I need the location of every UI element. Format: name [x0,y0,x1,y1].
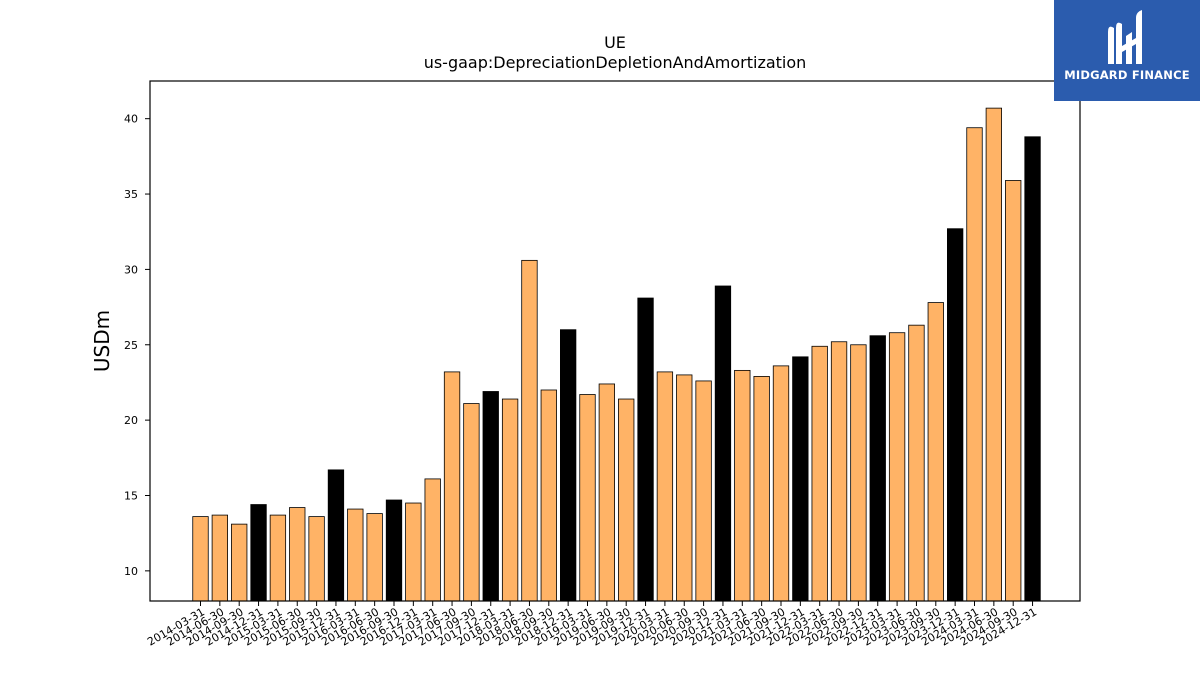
brand-logo: MIDGARD FINANCE [1054,0,1200,101]
bar-2022-06-30 [830,341,848,602]
bar-2014-09-30 [231,523,248,602]
y-axis-label: USDm [90,310,114,372]
bar-2023-06-30 [908,324,925,602]
bar-2024-03-31 [966,127,983,602]
bar-2016-03-31 [347,508,364,602]
y-tick-label: 15 [124,489,138,502]
bar-2017-03-31 [424,478,441,602]
bar-2023-03-31 [888,332,906,602]
chart-subtitle: us-gaap:DepreciationDepletionAndAmortiza… [424,53,807,72]
bar-2019-06-30 [598,383,615,602]
bar-2016-06-30 [366,513,383,602]
y-tick-label: 30 [124,263,138,276]
bar-2016-09-30 [385,499,403,602]
bar-2018-06-30 [521,259,538,602]
bar-2018-09-30 [540,389,557,602]
bar-2022-09-30 [850,344,867,602]
bar-2016-12-31 [405,502,422,602]
bar-2018-12-31 [560,329,577,602]
bar-2024-12-31 [1024,136,1041,602]
bar-2018-03-31 [501,398,519,602]
bar-2023-12-31 [947,228,964,602]
bar-2020-12-31 [714,285,732,602]
plot-frame [149,80,1081,602]
bar-2023-09-30 [927,302,944,602]
y-tick-label: 25 [124,339,138,352]
bar-2014-12-31 [250,504,267,602]
bar-2017-09-30 [463,403,480,602]
chart-title: UE [604,33,626,52]
logo-text: MIDGARD FINANCE [1064,68,1190,82]
bar-2021-09-30 [772,365,790,602]
bar-2019-03-31 [579,394,596,602]
bar-2014-03-31 [192,516,209,602]
bar-2021-06-30 [753,376,770,602]
bar-2017-06-30 [443,371,461,602]
bar-2021-12-31 [792,356,809,602]
y-ticks-group: 10 15 20 25 30 35 40 [124,113,150,578]
bar-2020-06-30 [676,374,693,602]
bar-2020-09-30 [695,380,712,602]
bar-2020-03-31 [656,371,674,602]
bar-2024-09-30 [1005,180,1022,602]
y-tick-label: 40 [124,113,138,126]
bar-2015-12-31 [327,469,345,602]
bar-2015-09-30 [308,516,325,602]
x-ticks-group: 2014-03-312014-06-302014-09-302014-12-31… [145,601,1039,649]
bar-2015-03-31 [269,514,287,602]
y-tick-label: 35 [124,188,138,201]
logo-mark-icon [1108,10,1142,65]
bar-2024-06-30 [985,107,1002,602]
bars-group [192,107,1041,602]
bar-2019-09-30 [618,398,635,602]
y-tick-label: 20 [124,414,138,427]
bar-2022-03-31 [811,345,828,602]
bar-2014-06-30 [211,514,229,602]
bar-2022-12-31 [869,335,886,602]
bar-2019-12-31 [637,297,654,602]
bar-2017-12-31 [482,391,499,602]
bar-2021-03-31 [734,369,751,602]
y-tick-label: 10 [124,565,138,578]
bar-2015-06-30 [289,507,306,602]
